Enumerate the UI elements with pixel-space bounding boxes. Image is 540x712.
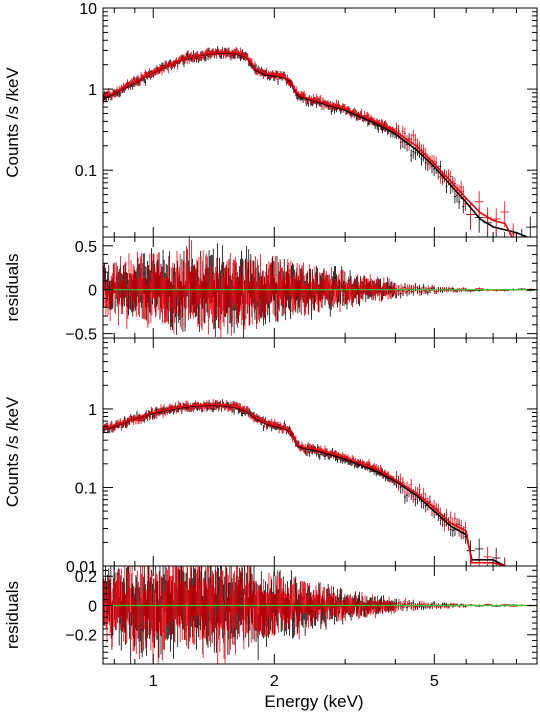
y-axis-ticks xyxy=(103,236,537,335)
panel-2: −0.5 0 0.5 residuals xyxy=(3,236,538,344)
panel-frame xyxy=(102,7,538,238)
x-axis-ticks xyxy=(113,237,538,338)
plot-area xyxy=(103,46,535,237)
y-tick-label: 0.01 xyxy=(66,559,97,576)
y-tick-label: 0.1 xyxy=(75,480,97,497)
series-2-points xyxy=(103,46,518,237)
panel-3: 0.01 0.1 1 Counts /s /keV xyxy=(3,337,538,576)
y-tick-label: 1 xyxy=(88,82,97,99)
y-axis-title: Counts /s /keV xyxy=(3,67,22,178)
series-1-points xyxy=(103,399,509,566)
series-1-model-line xyxy=(103,404,506,566)
y-tick-label: 10 xyxy=(79,1,97,18)
y-axis-title: Counts /s /keV xyxy=(3,396,22,507)
series-1-points xyxy=(103,46,535,237)
y-axis-ticks xyxy=(103,7,537,228)
plot-area xyxy=(103,237,537,338)
y-tick-label: 0 xyxy=(88,283,97,300)
series-2-points xyxy=(103,399,509,566)
y-axis-title: residuals xyxy=(3,253,22,321)
series-2-model-line xyxy=(103,403,506,566)
panels-layer: 0.1 1 10 Counts /s /keV −0.5 0 0.5 residuals 0.0… xyxy=(3,1,538,690)
residual-series-2 xyxy=(103,566,535,664)
y-tick-label: −0.5 xyxy=(65,327,97,344)
y-tick-label: 1 xyxy=(88,402,97,419)
panel-1: 0.1 1 10 Counts /s /keV xyxy=(3,1,538,238)
x-axis-ticks xyxy=(113,8,538,237)
y-tick-label: 0.1 xyxy=(75,163,97,180)
y-tick-label: 0.5 xyxy=(75,239,97,256)
plot-area xyxy=(103,399,509,566)
y-axis-ticks xyxy=(103,337,537,567)
residual-series-2 xyxy=(103,240,535,338)
series-2-model-line xyxy=(103,51,513,237)
x-axis-ticks xyxy=(113,338,538,566)
plot-area xyxy=(103,566,537,664)
